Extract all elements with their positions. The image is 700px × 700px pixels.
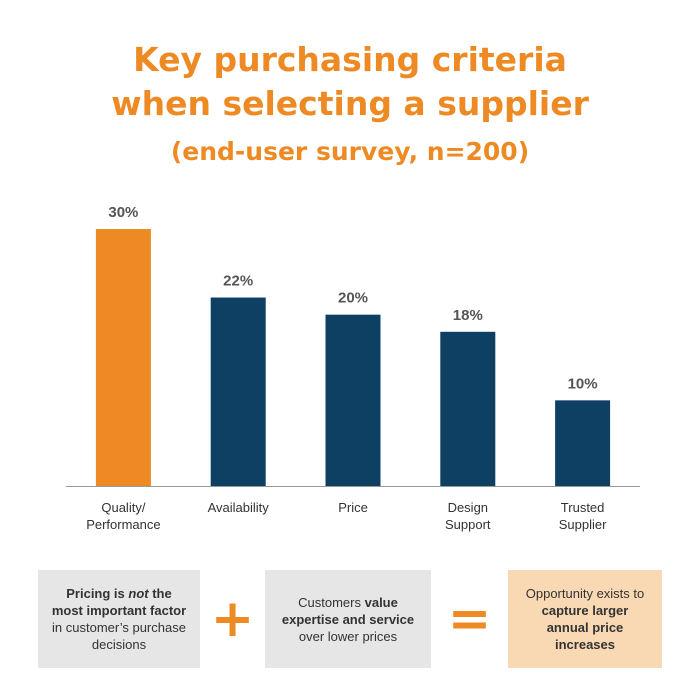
category-label-0-1: Performance [86, 517, 160, 532]
bar-0 [95, 229, 151, 486]
data-label-1: 22% [223, 273, 253, 290]
category-label-4-1: Supplier [559, 517, 607, 532]
summary-box-pricing: Pricing is not the most important factor… [38, 570, 200, 668]
bar-1 [210, 297, 266, 486]
category-label-3-1: Support [445, 517, 491, 532]
summary-box-opportunity: Opportunity exists to capture larger ann… [508, 570, 662, 668]
equals-sign: = [447, 589, 492, 649]
data-label-3: 18% [453, 307, 483, 324]
category-label-2-0: Price [338, 500, 368, 515]
summary-box-customers: Customers value expertise and service ov… [265, 570, 431, 668]
data-label-4: 10% [568, 375, 598, 392]
data-label-0: 30% [108, 204, 138, 221]
box3-text-b: capture larger annual price increases [541, 603, 629, 652]
data-label-2: 20% [338, 290, 368, 307]
bar-2 [325, 314, 381, 486]
chart-title: Key purchasing criteria when selecting a… [0, 38, 700, 172]
bar-4 [555, 400, 611, 486]
title-line-2: when selecting a supplier [111, 84, 589, 123]
box2-text-a: Customers [298, 594, 365, 610]
box1-text-b: not [128, 586, 149, 601]
title-line-3: (end-user survey, n=200) [170, 137, 530, 166]
category-label-3-0: Design [448, 500, 488, 515]
box2-text-b: value expertise and service [281, 594, 415, 627]
box1-text-a: Pricing is [66, 586, 129, 601]
box2-text-c: over lower prices [298, 628, 398, 644]
bar-3 [440, 331, 496, 486]
category-label-0-0: Quality/ [101, 500, 145, 515]
box1-text-d: in customer’s purchase decisions [52, 620, 186, 652]
category-label-4-0: Trusted [561, 500, 605, 515]
bar-chart: 30% Quality/Performance 22% Availability 20%… [66, 204, 640, 532]
box1-text-c: the most important factor [51, 586, 187, 618]
box3-text-a: Opportunity exists to [525, 586, 645, 601]
plus-sign: + [210, 589, 255, 649]
title-line-1: Key purchasing criteria [133, 40, 567, 79]
category-label-1-0: Availability [208, 500, 270, 515]
